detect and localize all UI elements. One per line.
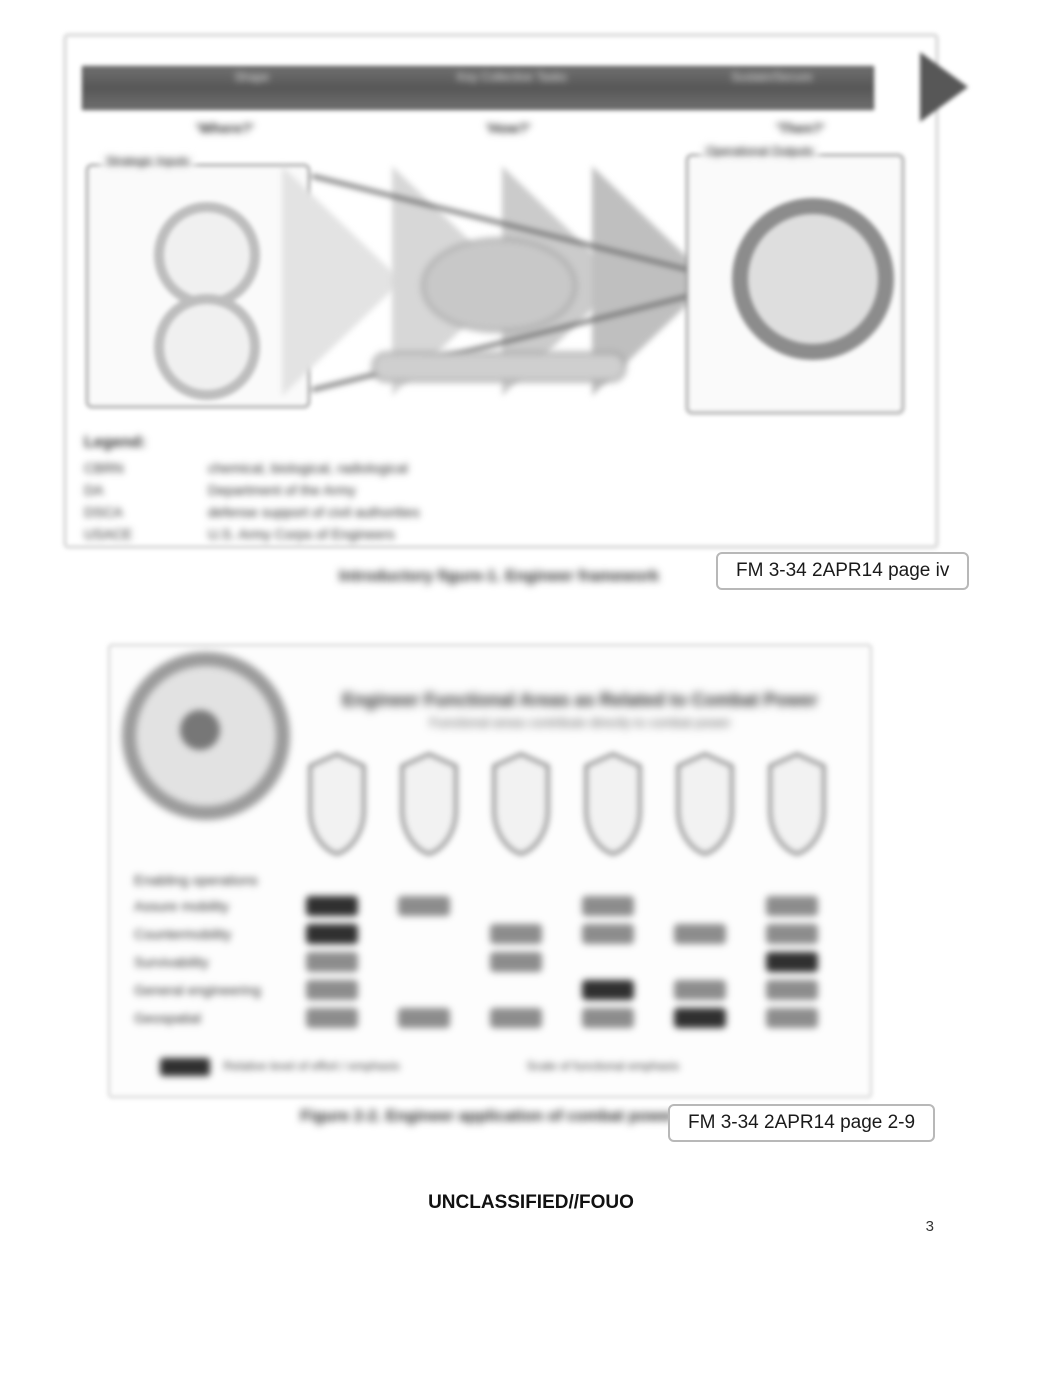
table-row: Geospatial — [134, 1006, 854, 1034]
legend-row: DA Department of the Army — [84, 482, 644, 504]
emphasis-patch — [674, 1008, 726, 1028]
phase-shields — [302, 752, 858, 862]
page: Shape Key Collective Tasks Sustain/Secur… — [0, 0, 1062, 1377]
emphasis-patch — [582, 896, 634, 916]
emphasis-patch — [398, 1008, 450, 1028]
emphasis-patch — [766, 924, 818, 944]
page-number: 3 — [926, 1218, 934, 1235]
legend-swatch — [160, 1058, 210, 1076]
arrow-sublabel-2: 'How?' — [486, 120, 531, 136]
figure-2-frame: Engineer Functional Areas as Related to … — [108, 644, 872, 1098]
table-row: Assure mobility — [134, 894, 854, 922]
legend-key: CBRN — [84, 460, 204, 476]
arrow-cell-3: Sustain/Secure — [682, 70, 862, 84]
emphasis-patch — [674, 924, 726, 944]
right-panel-title: Operational Outputs — [700, 144, 819, 158]
emphasis-patch — [490, 924, 542, 944]
row-label: Survivability — [134, 954, 294, 970]
legend-val: chemical, biological, radiological — [208, 460, 408, 476]
emphasis-patch — [766, 952, 818, 972]
emphasis-patch — [766, 1008, 818, 1028]
emphasis-patch — [490, 1008, 542, 1028]
shield-icon — [486, 752, 556, 856]
legend-val: defense support of civil authorities — [208, 504, 420, 520]
legend-key: DSCA — [84, 504, 204, 520]
gear-icon — [122, 652, 290, 820]
center-graphic — [422, 238, 576, 332]
legend-row: CBRN chemical, biological, radiological — [84, 460, 644, 482]
shield-icon — [302, 752, 372, 856]
legend-row: DSCA defense support of civil authoritie… — [84, 504, 644, 526]
emphasis-patch — [490, 952, 542, 972]
left-panel: Strategic Inputs — [86, 164, 310, 408]
emphasis-patch — [582, 924, 634, 944]
row-label: General engineering — [134, 982, 294, 998]
figure-2-title: Engineer Functional Areas as Related to … — [310, 690, 850, 730]
shield-icon — [762, 752, 832, 856]
gear-icon — [154, 202, 260, 308]
arrow-cell-1: Shape — [172, 70, 332, 84]
figure-1-legend: Legend: CBRN chemical, biological, radio… — [84, 434, 644, 548]
figure-2-rows: Enabling operations Assure mobility Coun… — [134, 872, 854, 1034]
row-label: Countermobility — [134, 926, 294, 942]
figure-2: Engineer Functional Areas as Related to … — [108, 644, 868, 1144]
figure-1: Shape Key Collective Tasks Sustain/Secur… — [64, 34, 934, 594]
emphasis-patch — [582, 1008, 634, 1028]
arrow-cell-2: Key Collective Tasks — [402, 70, 622, 84]
emphasis-patch — [766, 980, 818, 1000]
emphasis-patch — [306, 896, 358, 916]
legend-key: USACE — [84, 526, 204, 542]
arrow-sublabel-3: 'Then?' — [776, 120, 825, 136]
figure-2-title-line2: Functional areas contribute directly to … — [310, 715, 850, 730]
emphasis-patch — [306, 1008, 358, 1028]
figure-1-frame: Shape Key Collective Tasks Sustain/Secur… — [64, 34, 938, 548]
figure-2-legend: Relative level of effort / emphasis Scal… — [160, 1058, 820, 1076]
center-chevron — [312, 166, 682, 396]
emphasis-patch — [582, 980, 634, 1000]
reference-box-1: FM 3-34 2APR14 page iv — [716, 552, 969, 590]
gear-icon — [154, 294, 260, 400]
emphasis-patch — [398, 896, 450, 916]
classification-footer: UNCLASSIFIED//FOUO — [0, 1192, 1062, 1214]
emphasis-patch — [306, 924, 358, 944]
shield-icon — [394, 752, 464, 856]
legend-note-left: Relative level of effort / emphasis — [223, 1059, 400, 1073]
center-label-bar — [372, 352, 626, 382]
shield-icon — [670, 752, 740, 856]
legend-key: DA — [84, 482, 204, 498]
process-arrow-head — [920, 52, 968, 122]
table-row: General engineering — [134, 978, 854, 1006]
legend-title: Legend: — [84, 434, 644, 452]
row-label: Assure mobility — [134, 898, 294, 914]
figure-2-title-line1: Engineer Functional Areas as Related to … — [310, 690, 850, 711]
arrow-sublabel-1: 'Where?' — [196, 120, 254, 136]
table-row: Survivability — [134, 950, 854, 978]
emphasis-patch — [766, 896, 818, 916]
reference-box-2: FM 3-34 2APR14 page 2-9 — [668, 1104, 935, 1142]
row-label: Geospatial — [134, 1010, 294, 1026]
shield-icon — [578, 752, 648, 856]
process-arrow: Shape Key Collective Tasks Sustain/Secur… — [82, 58, 920, 116]
emphasis-patch — [306, 980, 358, 1000]
rows-header: Enabling operations — [134, 872, 854, 888]
left-panel-title: Strategic Inputs — [100, 154, 195, 168]
gear-icon — [732, 198, 894, 360]
emphasis-patch — [306, 952, 358, 972]
legend-note-right: Scale of functional emphasis — [527, 1059, 680, 1073]
table-row: Countermobility — [134, 922, 854, 950]
emphasis-patch — [674, 980, 726, 1000]
legend-val: Department of the Army — [208, 482, 356, 498]
legend-val: U.S. Army Corps of Engineers — [208, 526, 395, 542]
right-panel: Operational Outputs — [686, 154, 904, 414]
legend-row: USACE U.S. Army Corps of Engineers — [84, 526, 644, 548]
